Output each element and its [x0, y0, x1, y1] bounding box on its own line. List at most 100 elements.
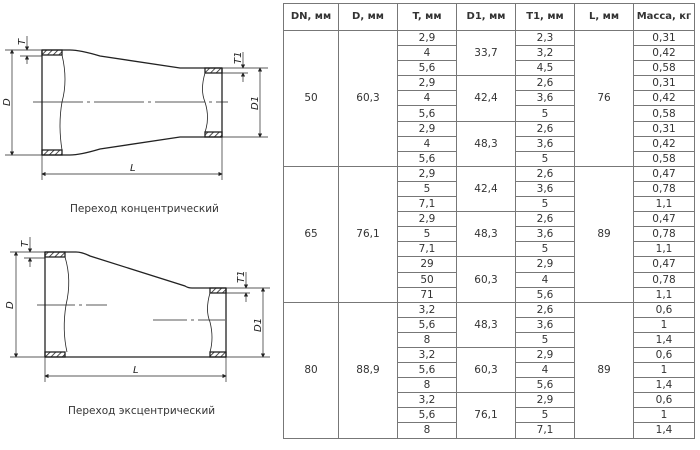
cell-d1: 42,4 [456, 75, 516, 122]
cell-t1: 3,6 [515, 135, 575, 152]
cell-t: 2,9 [397, 211, 457, 228]
cell-t: 5,6 [397, 60, 457, 77]
label-D1: D1 [250, 96, 261, 110]
cell-t1: 2,3 [515, 29, 575, 47]
cell-d1: 42,4 [456, 165, 516, 213]
eccentric-caption: Переход эксцентрический [68, 405, 215, 417]
reducer-drawings: D T D1 T1 L Переход концентрический [2, 36, 270, 417]
table-row: 29 60,3 2,9 0,47 [284, 256, 695, 303]
cell-t1: 2,9 [515, 392, 575, 409]
cell-mass: 0,42 [633, 45, 695, 62]
cell-t1: 2,6 [515, 211, 575, 228]
header-l: L, мм [574, 3, 634, 31]
cell-mass: 0,47 [633, 256, 695, 273]
cell-d1: 76,1 [456, 392, 516, 439]
concentric-reducer-drawing [5, 36, 268, 180]
cell-d1: 60,3 [456, 346, 516, 394]
cell-t: 3,2 [397, 346, 457, 364]
concentric-caption: Переход концентрический [70, 203, 219, 215]
cell-mass: 0,78 [633, 271, 695, 288]
cell-d: 88,9 [338, 301, 398, 439]
table-row: 4 3,6 0,42 [284, 90, 695, 107]
header-d: D, мм [338, 3, 398, 31]
cell-mass: 0,42 [633, 90, 695, 107]
cell-t: 8 [397, 331, 457, 348]
cell-t: 2,9 [397, 29, 457, 47]
label-T: T [20, 240, 31, 247]
cell-d: 60,3 [338, 30, 398, 167]
label-D: D [2, 98, 13, 106]
cell-t1: 7,1 [515, 422, 575, 439]
cell-d1: 60,3 [456, 256, 516, 303]
header-t1: T1, мм [515, 3, 575, 31]
cell-t1: 2,9 [515, 346, 575, 364]
cell-t1: 2,6 [515, 301, 575, 318]
cell-l: 89 [574, 165, 634, 303]
table-row: 2,9 48,3 2,6 0,31 [284, 120, 695, 167]
cell-t1: 2,9 [515, 256, 575, 273]
label-D1: D1 [253, 318, 264, 332]
cell-t1: 5,6 [515, 286, 575, 303]
cell-mass: 1,4 [633, 377, 695, 394]
cell-t1: 4,5 [515, 60, 575, 77]
table-row: 5,6 4,5 0,58 [284, 60, 695, 77]
eccentric-reducer-drawing [10, 237, 270, 382]
cell-t: 5,6 [397, 407, 457, 424]
table-row: 4 3,2 0,42 [284, 45, 695, 62]
cell-l: 89 [574, 301, 634, 439]
cell-mass: 0,6 [633, 301, 695, 318]
reducer-spec-table: DN, мм D, мм T, мм D1, мм T1, мм L, мм М… [283, 3, 695, 439]
cell-mass: 1,4 [633, 331, 695, 348]
table-row: 5,6 4 1 [284, 362, 695, 379]
cell-mass: 0,42 [633, 135, 695, 152]
table-row: 5 3,6 0,78 [284, 226, 695, 243]
table-row: 5,6 5 0,58 [284, 105, 695, 122]
label-T: T [17, 38, 28, 45]
table-row: 80 88,9 3,2 48,3 2,6 89 0,6 [283, 301, 695, 439]
cell-mass: 0,6 [633, 346, 695, 364]
cell-dn: 50 [283, 30, 339, 167]
cell-t1: 5 [515, 196, 575, 213]
cell-t: 5,6 [397, 150, 457, 167]
header-mass: Масса, кг [633, 3, 695, 31]
cell-t: 7,1 [397, 241, 457, 258]
label-L: L [130, 163, 136, 174]
cell-t: 5,6 [397, 105, 457, 122]
table-row: 5 3,6 0,78 [284, 180, 695, 198]
cell-t: 5,6 [397, 316, 457, 333]
cell-t: 5 [397, 226, 457, 243]
cell-t: 4 [397, 90, 457, 107]
cell-mass: 0,47 [633, 165, 695, 182]
cell-t: 71 [397, 286, 457, 303]
cell-t1: 3,2 [515, 45, 575, 62]
cell-d: 76,1 [338, 165, 398, 303]
cell-t1: 5 [515, 331, 575, 348]
label-D: D [5, 301, 16, 309]
table-row: 3,2 60,3 2,9 0,6 [284, 346, 695, 394]
table-row: 65 76,1 2,9 42,4 2,6 89 0,47 [283, 165, 695, 303]
cell-mass: 0,47 [633, 211, 695, 228]
cell-mass: 0,58 [633, 150, 695, 167]
cell-t: 2,9 [397, 120, 457, 137]
cell-mass: 0,31 [633, 29, 695, 47]
cell-mass: 0,31 [633, 120, 695, 137]
cell-mass: 1 [633, 362, 695, 379]
cell-d1: 48,3 [456, 301, 516, 348]
cell-l: 76 [574, 30, 634, 167]
cell-t1: 5 [515, 150, 575, 167]
cell-t: 2,9 [397, 75, 457, 92]
cell-t1: 5,6 [515, 377, 575, 394]
cell-t: 7,1 [397, 196, 457, 213]
cell-t1: 5 [515, 407, 575, 424]
label-T1: T1 [233, 52, 244, 64]
table-row: 3,2 76,1 2,9 0,6 [284, 392, 695, 439]
cell-t1: 3,6 [515, 316, 575, 333]
cell-t1: 3,6 [515, 90, 575, 107]
label-L: L [133, 365, 139, 376]
cell-t1: 5 [515, 105, 575, 122]
cell-mass: 1,1 [633, 286, 695, 303]
table-row: 8 7,1 1,4 [284, 422, 695, 439]
cell-t: 8 [397, 422, 457, 439]
cell-mass: 1 [633, 316, 695, 333]
cell-d1: 48,3 [456, 120, 516, 167]
